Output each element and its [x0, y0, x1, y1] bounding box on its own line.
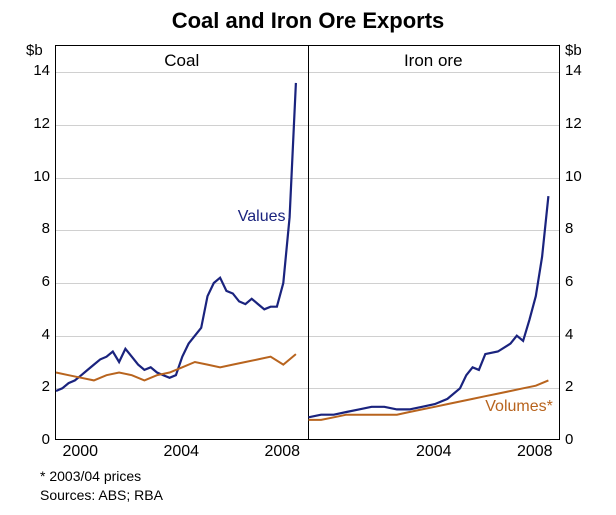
y-tick-right: 6: [565, 273, 605, 290]
series-line-coal-values: [56, 83, 296, 391]
footnote-1: * 2003/04 prices: [40, 468, 141, 484]
y-tick-left: 10: [10, 168, 50, 185]
y-tick-left: 4: [10, 326, 50, 343]
series-line-iron-values: [309, 196, 549, 417]
y-unit-right: $b: [565, 42, 582, 59]
y-tick-left: 12: [10, 115, 50, 132]
x-tick: 2008: [517, 443, 553, 461]
x-tick: 2008: [264, 443, 300, 461]
y-tick-right: 2: [565, 378, 605, 395]
series-label-values: Values: [238, 208, 286, 226]
y-tick-right: 10: [565, 168, 605, 185]
y-tick-left: 6: [10, 273, 50, 290]
y-tick-right: 12: [565, 115, 605, 132]
y-tick-right: 4: [565, 326, 605, 343]
chart-container: Coal and Iron Ore Exports $b $b 0 2 4 6 8 10 1…: [0, 0, 616, 515]
y-unit-left: $b: [26, 42, 43, 59]
y-tick-right: 14: [565, 62, 605, 79]
x-tick: 2004: [416, 443, 452, 461]
y-tick-right: 8: [565, 220, 605, 237]
y-tick-left: 0: [10, 431, 50, 448]
y-tick-left: 8: [10, 220, 50, 237]
y-tick-right: 0: [565, 431, 605, 448]
y-tick-left: 2: [10, 378, 50, 395]
plot-area: Coal Iron ore ValuesVolumes*: [55, 45, 560, 440]
plot-svg: [56, 46, 559, 439]
chart-title: Coal and Iron Ore Exports: [0, 0, 616, 36]
series-label-volumes: Volumes*: [485, 398, 553, 416]
x-tick: 2004: [163, 443, 199, 461]
footnote-2: Sources: ABS; RBA: [40, 487, 163, 503]
y-tick-left: 14: [10, 62, 50, 79]
x-tick: 2000: [62, 443, 98, 461]
